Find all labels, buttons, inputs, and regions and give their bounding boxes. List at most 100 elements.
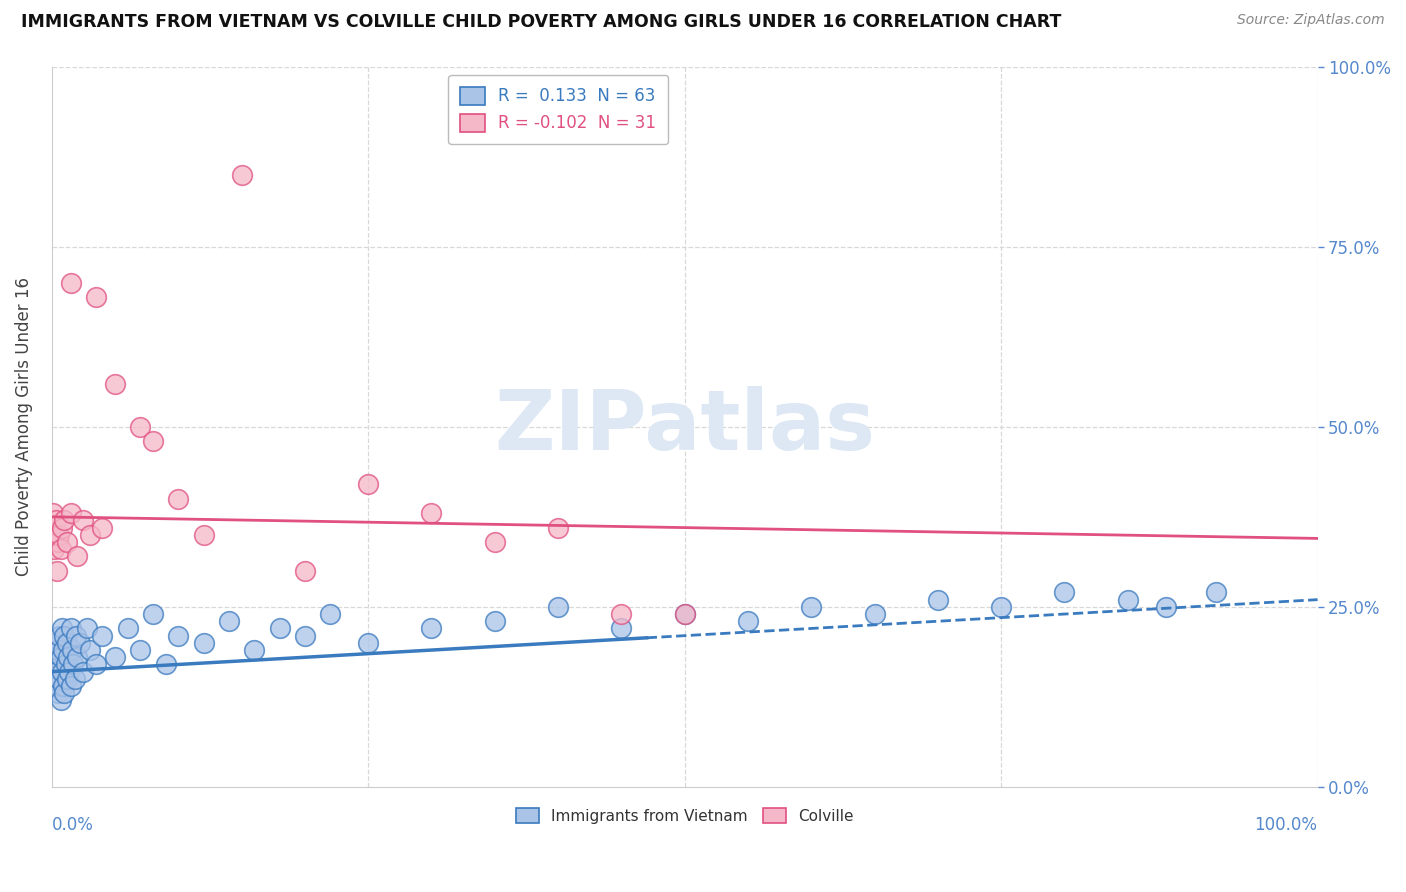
- Point: [547, 599, 569, 614]
- Point: [42, 506, 65, 520]
- Point: [91, 629, 114, 643]
- Point: [231, 168, 253, 182]
- Point: [863, 607, 886, 621]
- Point: [673, 607, 696, 621]
- Point: [79, 643, 101, 657]
- Text: ZIPatlas: ZIPatlas: [494, 386, 875, 467]
- Text: IMMIGRANTS FROM VIETNAM VS COLVILLE CHILD POVERTY AMONG GIRLS UNDER 16 CORRELATI: IMMIGRANTS FROM VIETNAM VS COLVILLE CHIL…: [21, 13, 1062, 31]
- Point: [610, 622, 633, 636]
- Point: [142, 607, 165, 621]
- Point: [49, 650, 72, 665]
- Point: [59, 506, 82, 520]
- Point: [44, 672, 66, 686]
- Point: [53, 513, 76, 527]
- Point: [45, 513, 67, 527]
- Text: 100.0%: 100.0%: [1254, 816, 1317, 834]
- Point: [52, 679, 75, 693]
- Point: [72, 513, 94, 527]
- Point: [66, 650, 89, 665]
- Point: [45, 528, 67, 542]
- Point: [420, 622, 443, 636]
- Point: [46, 535, 69, 549]
- Point: [58, 650, 80, 665]
- Point: [1205, 585, 1227, 599]
- Point: [72, 665, 94, 679]
- Point: [55, 657, 77, 672]
- Point: [79, 528, 101, 542]
- Point: [42, 657, 65, 672]
- Legend: Immigrants from Vietnam, Colville: Immigrants from Vietnam, Colville: [510, 802, 859, 830]
- Point: [62, 657, 84, 672]
- Point: [51, 665, 73, 679]
- Point: [294, 629, 316, 643]
- Point: [46, 686, 69, 700]
- Point: [610, 607, 633, 621]
- Point: [484, 535, 506, 549]
- Point: [49, 693, 72, 707]
- Point: [91, 520, 114, 534]
- Point: [56, 535, 79, 549]
- Point: [65, 629, 87, 643]
- Point: [45, 650, 67, 665]
- Point: [84, 290, 107, 304]
- Point: [63, 672, 86, 686]
- Point: [319, 607, 342, 621]
- Point: [129, 643, 152, 657]
- Point: [117, 622, 139, 636]
- Point: [1154, 599, 1177, 614]
- Point: [56, 636, 79, 650]
- Point: [420, 506, 443, 520]
- Point: [66, 549, 89, 564]
- Point: [142, 434, 165, 449]
- Point: [155, 657, 177, 672]
- Text: 0.0%: 0.0%: [52, 816, 94, 834]
- Point: [45, 564, 67, 578]
- Point: [1053, 585, 1076, 599]
- Point: [547, 520, 569, 534]
- Point: [484, 614, 506, 628]
- Point: [48, 672, 70, 686]
- Point: [59, 622, 82, 636]
- Point: [990, 599, 1012, 614]
- Point: [269, 622, 291, 636]
- Point: [76, 622, 98, 636]
- Point: [104, 650, 127, 665]
- Y-axis label: Child Poverty Among Girls Under 16: Child Poverty Among Girls Under 16: [15, 277, 32, 576]
- Point: [44, 542, 66, 557]
- Point: [53, 629, 76, 643]
- Point: [51, 622, 73, 636]
- Text: Source: ZipAtlas.com: Source: ZipAtlas.com: [1237, 13, 1385, 28]
- Point: [48, 528, 70, 542]
- Point: [59, 679, 82, 693]
- Point: [167, 491, 190, 506]
- Point: [56, 672, 79, 686]
- Point: [737, 614, 759, 628]
- Point: [193, 528, 215, 542]
- Point: [45, 636, 67, 650]
- Point: [49, 542, 72, 557]
- Point: [673, 607, 696, 621]
- Point: [193, 636, 215, 650]
- Point: [104, 376, 127, 391]
- Point: [60, 643, 83, 657]
- Point: [129, 419, 152, 434]
- Point: [357, 477, 380, 491]
- Point: [218, 614, 240, 628]
- Point: [48, 629, 70, 643]
- Point: [51, 520, 73, 534]
- Point: [294, 564, 316, 578]
- Point: [58, 665, 80, 679]
- Point: [1116, 592, 1139, 607]
- Point: [167, 629, 190, 643]
- Point: [45, 665, 67, 679]
- Point: [84, 657, 107, 672]
- Point: [800, 599, 823, 614]
- Point: [46, 643, 69, 657]
- Point: [53, 686, 76, 700]
- Point: [927, 592, 949, 607]
- Point: [243, 643, 266, 657]
- Point: [357, 636, 380, 650]
- Point: [45, 679, 67, 693]
- Point: [52, 643, 75, 657]
- Point: [69, 636, 91, 650]
